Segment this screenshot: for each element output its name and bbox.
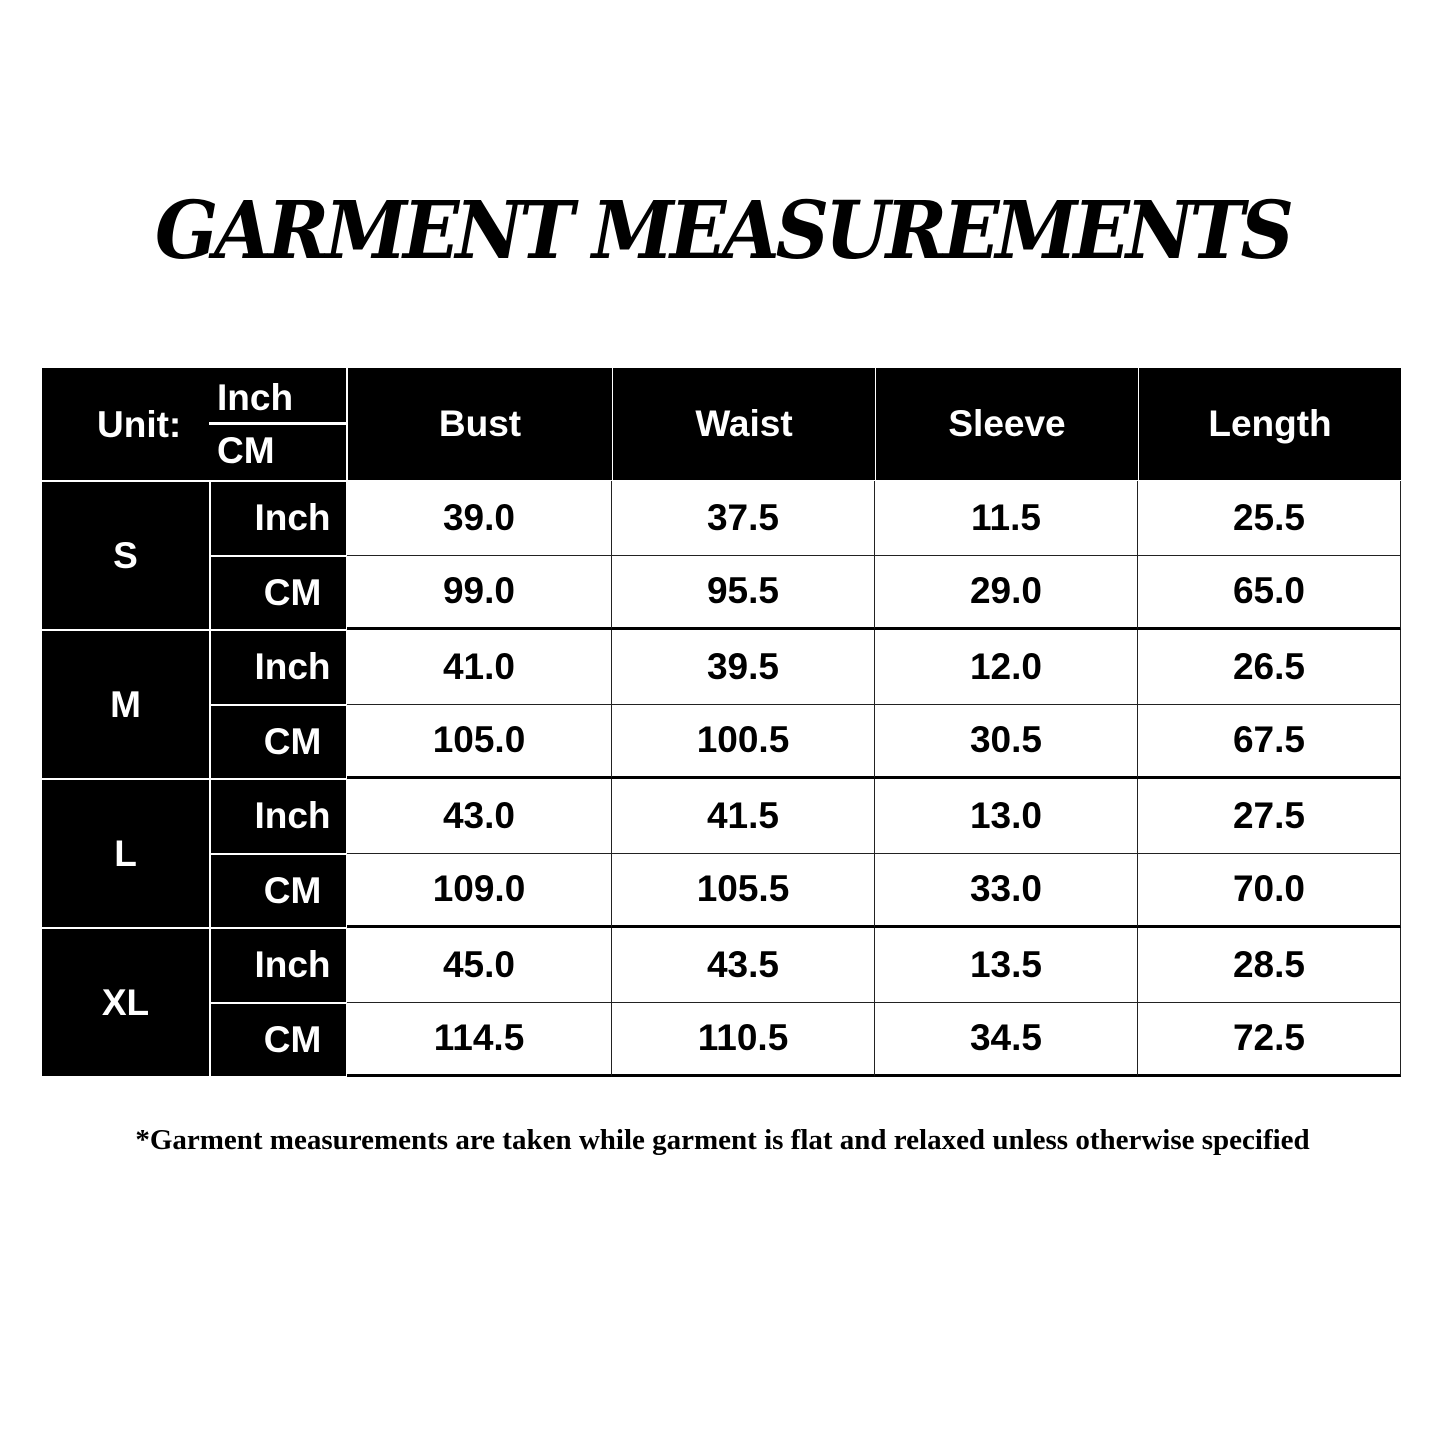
row-unit-label: Inch <box>210 928 347 1003</box>
row-unit-label: CM <box>210 555 347 630</box>
table-cell: 70.0 <box>1138 853 1401 928</box>
table-cell: 12.0 <box>875 630 1138 705</box>
unit-bottom-label: CM <box>217 430 275 471</box>
unit-label: Unit: <box>97 404 182 445</box>
table-cell: 105.5 <box>612 853 875 928</box>
column-header-waist: Waist <box>612 367 876 481</box>
table-cell: 30.5 <box>875 704 1138 779</box>
table-cell: 95.5 <box>612 555 875 630</box>
table-cell: 109.0 <box>347 853 612 928</box>
unit-top-label: Inch <box>217 377 294 418</box>
table-cell: 99.0 <box>347 555 612 630</box>
table-cell: 45.0 <box>347 928 612 1003</box>
size-label-l: L <box>41 779 210 928</box>
table-cell: 100.5 <box>612 704 875 779</box>
table-cell: 25.5 <box>1138 481 1401 556</box>
table-cell: 13.5 <box>875 928 1138 1003</box>
table-cell: 34.5 <box>875 1002 1138 1077</box>
size-label-m: M <box>41 630 210 779</box>
table-cell: 72.5 <box>1138 1002 1401 1077</box>
table-cell: 41.5 <box>612 779 875 854</box>
table-cell: 114.5 <box>347 1002 612 1077</box>
table-cell: 33.0 <box>875 853 1138 928</box>
table-cell: 27.5 <box>1138 779 1401 854</box>
row-unit-label: Inch <box>210 481 347 556</box>
size-label-xl: XL <box>41 928 210 1077</box>
column-header-length: Length <box>1138 367 1402 481</box>
table-cell: 37.5 <box>612 481 875 556</box>
table-cell: 105.0 <box>347 704 612 779</box>
table-cell: 26.5 <box>1138 630 1401 705</box>
table-cell: 67.5 <box>1138 704 1401 779</box>
column-header-sleeve: Sleeve <box>875 367 1139 481</box>
row-unit-label: Inch <box>210 779 347 854</box>
size-label-s: S <box>41 481 210 630</box>
page-title: GARMENT MEASUREMENTS <box>155 184 1294 278</box>
table-cell: 41.0 <box>347 630 612 705</box>
row-unit-label: Inch <box>210 630 347 705</box>
column-header-bust: Bust <box>347 367 613 481</box>
table-cell: 43.5 <box>612 928 875 1003</box>
table-cell: 28.5 <box>1138 928 1401 1003</box>
table-cell: 11.5 <box>875 481 1138 556</box>
table-cell: 39.5 <box>612 630 875 705</box>
table-cell: 39.0 <box>347 481 612 556</box>
table-cell: 13.0 <box>875 779 1138 854</box>
row-unit-label: CM <box>210 704 347 779</box>
row-unit-label: CM <box>210 853 347 928</box>
table-cell: 110.5 <box>612 1002 875 1077</box>
footnote: *Garment measurements are taken while ga… <box>135 1124 1310 1156</box>
table-cell: 65.0 <box>1138 555 1401 630</box>
unit-divider <box>209 422 347 425</box>
table-cell: 29.0 <box>875 555 1138 630</box>
row-unit-label: CM <box>210 1002 347 1077</box>
table-cell: 43.0 <box>347 779 612 854</box>
